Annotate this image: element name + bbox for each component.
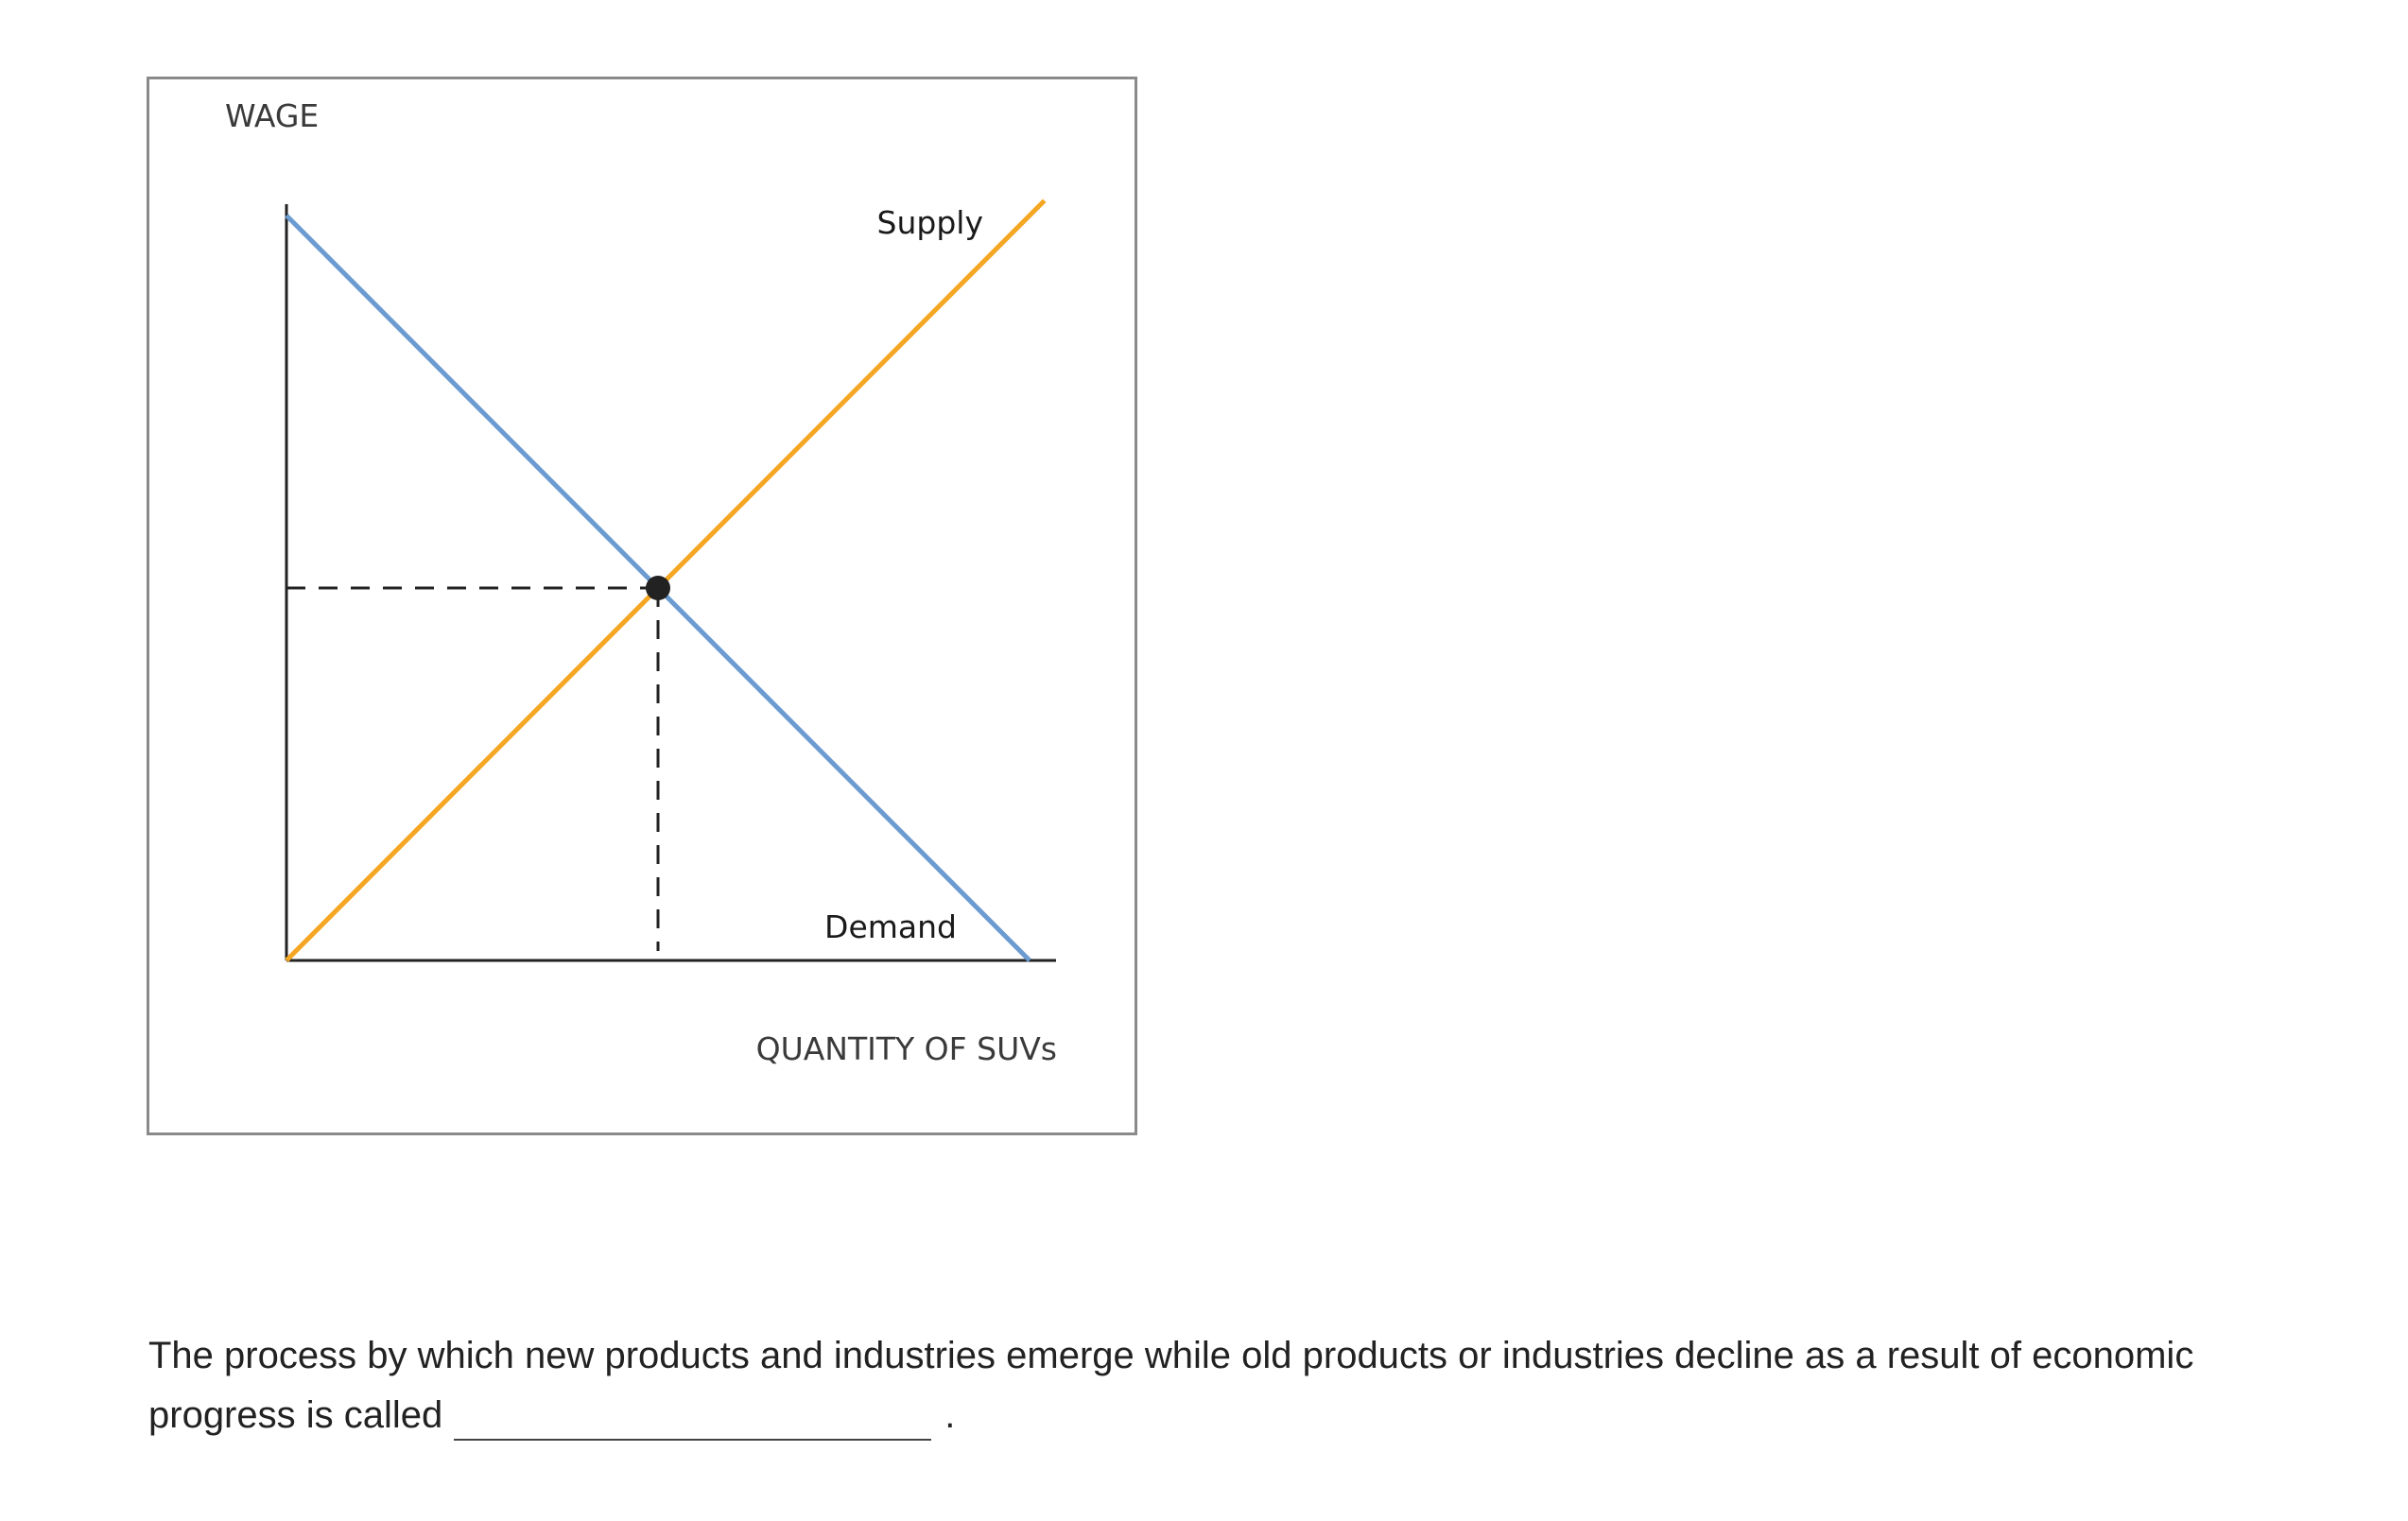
supply-label: Supply xyxy=(877,204,983,241)
demand-label: Demand xyxy=(824,908,957,945)
question-text: The process by which new products and in… xyxy=(148,1326,2276,1445)
answer-blank[interactable] xyxy=(454,1401,932,1441)
question-prompt: The process by which new products and in… xyxy=(148,1335,2194,1436)
equilibrium-point xyxy=(646,576,670,600)
x-axis-title: QUANTITY OF SUVs xyxy=(756,1030,1057,1067)
question-end-punctuation: . xyxy=(944,1394,956,1436)
y-axis-title: WAGE xyxy=(225,97,319,134)
